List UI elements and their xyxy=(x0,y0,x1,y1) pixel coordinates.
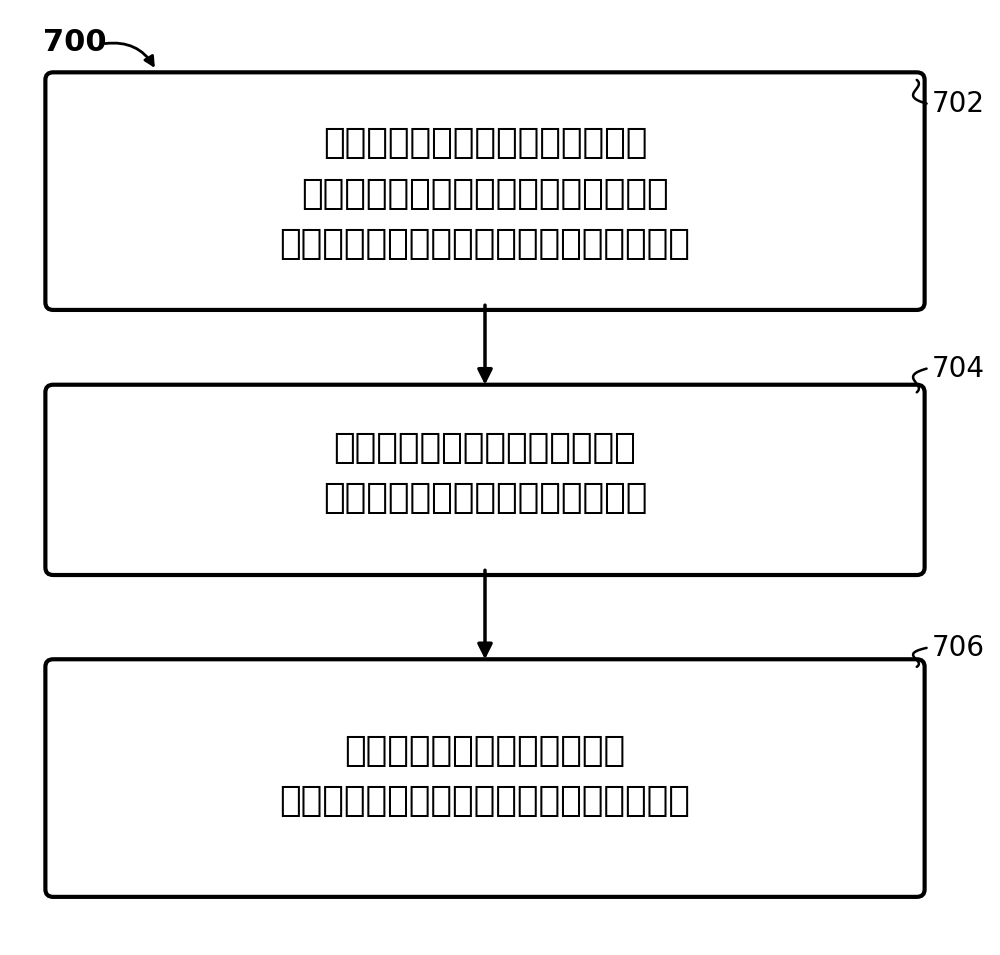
FancyBboxPatch shape xyxy=(45,659,925,897)
FancyBboxPatch shape xyxy=(45,73,925,310)
Text: 获得与图像对应的背光参数集合，
其中该背光参参数集合包括分别用于在
多个场景下显示该图像的多个背光参数子集: 获得与图像对应的背光参数集合， 其中该背光参参数集合包括分别用于在 多个场景下显… xyxy=(280,126,690,261)
Text: 704: 704 xyxy=(931,354,984,383)
Text: 702: 702 xyxy=(931,90,984,117)
Text: 700: 700 xyxy=(43,28,107,57)
Text: 基于所确定的背光参数子集，
确定电子设备的屏幕在显示该图像时的亮度: 基于所确定的背光参数子集， 确定电子设备的屏幕在显示该图像时的亮度 xyxy=(280,733,690,817)
Text: 706: 706 xyxy=(931,634,984,662)
FancyBboxPatch shape xyxy=(45,385,925,575)
Text: 基于电子设备的场景信息，从该
背光参数集合中确定背光参数子集: 基于电子设备的场景信息，从该 背光参数集合中确定背光参数子集 xyxy=(323,431,647,515)
